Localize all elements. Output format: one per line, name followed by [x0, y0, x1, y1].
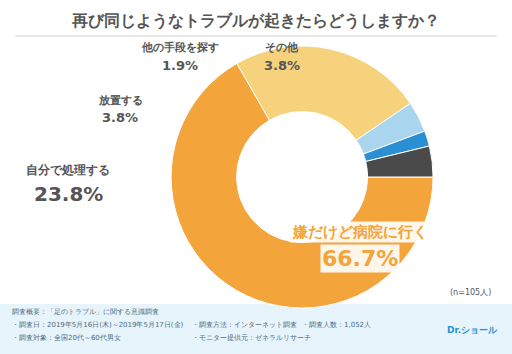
svg-text:自分で処理する: 自分で処理する [26, 163, 110, 177]
svg-text:放置する: 放置する [98, 94, 143, 107]
svg-text:その他: その他 [265, 41, 299, 54]
svg-text:66.7%: 66.7% [322, 246, 398, 271]
svg-text:・モニター提供元：ゼネラルリサーチ: ・モニター提供元：ゼネラルリサーチ [192, 334, 311, 342]
svg-text:・調査日：2019年5月16日(木)～2019年5月17日(: ・調査日：2019年5月16日(木)～2019年5月17日(金) [12, 321, 184, 329]
svg-text:23.8%: 23.8% [34, 182, 103, 206]
svg-text:3.8%: 3.8% [264, 58, 300, 73]
svg-text:・調査方法：インターネット調査: ・調査方法：インターネット調査 [192, 321, 297, 329]
svg-text:3.8%: 3.8% [102, 110, 138, 125]
svg-text:他の手段を探す: 他の手段を探す [141, 41, 219, 54]
svg-text:(n=105人): (n=105人) [450, 288, 491, 297]
svg-text:Dr.ショール: Dr.ショール [447, 325, 498, 335]
svg-text:・調査対象：全国20代～60代男女: ・調査対象：全国20代～60代男女 [12, 334, 121, 342]
svg-text:・調査人数：1,052人: ・調査人数：1,052人 [302, 321, 371, 329]
svg-text:再び同じようなトラブルが起きたらどうしますか？: 再び同じようなトラブルが起きたらどうしますか？ [71, 11, 440, 30]
svg-text:調査概要：「足のトラブル」に関する意識調査: 調査概要：「足のトラブル」に関する意識調査 [12, 308, 159, 316]
svg-text:嫌だけど病院に行く: 嫌だけど病院に行く [292, 223, 428, 241]
svg-text:1.9%: 1.9% [162, 58, 198, 73]
